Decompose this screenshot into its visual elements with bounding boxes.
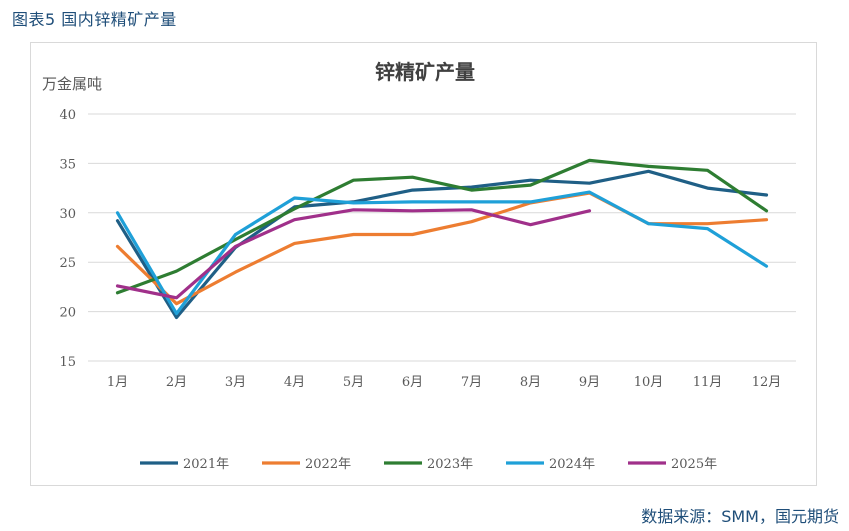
legend-label: 2024年 — [549, 457, 595, 472]
x-tick-label: 11月 — [693, 375, 723, 390]
y-tick-label: 25 — [59, 256, 76, 271]
y-tick-label: 40 — [59, 108, 76, 123]
legend-label: 2022年 — [305, 457, 351, 472]
x-tick-label: 10月 — [634, 375, 664, 390]
x-tick-label: 6月 — [402, 375, 423, 390]
x-axis-ticks: 1月 2月 3月 4月 5月 6月 7月 8月 9月 10月 11月 12月 — [107, 375, 781, 390]
data-source-note: 数据来源：SMM，国元期货 — [641, 507, 839, 526]
y-axis-unit-label: 万金属吨 — [42, 75, 102, 93]
series-line-2021年 — [115, 169, 769, 320]
figure-caption: 图表5 国内锌精矿产量 — [12, 10, 177, 29]
x-tick-label: 1月 — [107, 375, 128, 390]
legend-label: 2025年 — [671, 457, 717, 472]
chart-title: 锌精矿产量 — [375, 60, 475, 84]
series-lines — [115, 158, 769, 320]
x-tick-label: 5月 — [343, 375, 364, 390]
series-line-2024年 — [115, 190, 769, 316]
y-axis-ticks: 15 20 25 30 35 40 — [59, 108, 76, 370]
series-line-2023年 — [115, 158, 769, 295]
series-line-2025年 — [115, 208, 592, 300]
chart-frame — [30, 42, 817, 486]
x-tick-label: 3月 — [225, 375, 246, 390]
y-tick-label: 30 — [59, 207, 76, 222]
legend-label: 2021年 — [183, 457, 229, 472]
y-tick-label: 20 — [59, 306, 76, 321]
legend: 2021年 2022年 2023年 2024年 2025年 — [140, 457, 717, 472]
legend-label: 2023年 — [427, 457, 473, 472]
x-tick-label: 7月 — [461, 375, 482, 390]
x-tick-label: 9月 — [579, 375, 600, 390]
x-tick-label: 4月 — [284, 375, 305, 390]
x-tick-label: 8月 — [520, 375, 541, 390]
gridlines — [88, 113, 796, 362]
y-tick-label: 35 — [59, 157, 76, 172]
x-tick-label: 2月 — [166, 375, 187, 390]
y-tick-label: 15 — [59, 355, 76, 370]
x-tick-label: 12月 — [752, 375, 782, 390]
